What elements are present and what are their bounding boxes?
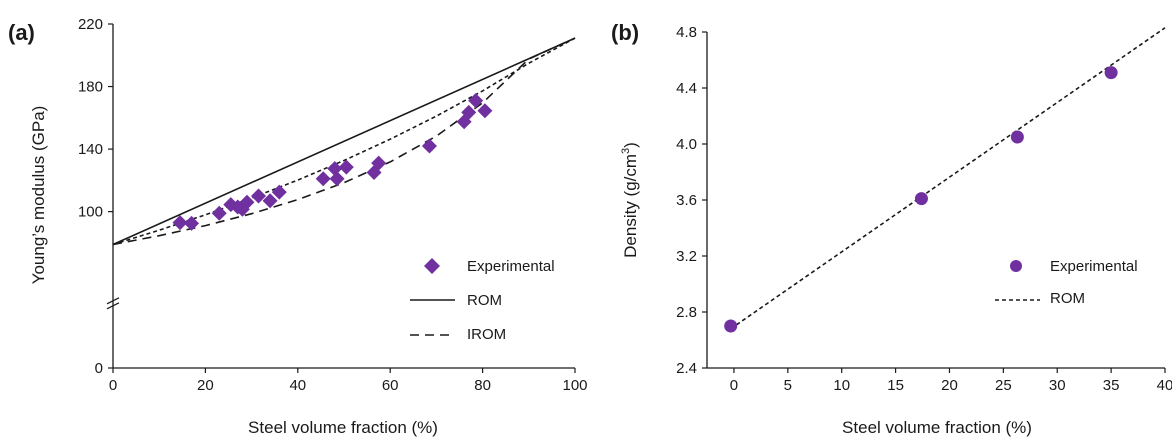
panel-b-y-axis-title-main: Density (g/cm — [621, 154, 640, 258]
panel-b-y-tick-label: 2.8 — [676, 304, 697, 321]
panel-a-experimental-diamond-point — [239, 194, 255, 210]
panel-b-y-axis-title: Density (g/cm3) — [620, 142, 640, 258]
panel-b-x-tick-label: 5 — [784, 377, 792, 394]
panel-a-x-axis-title: Steel volume fraction (%) — [248, 418, 438, 437]
panel-b-y-axis-title-end: ) — [621, 142, 640, 148]
panel-a-experimental-diamond-point — [262, 193, 278, 209]
panel-a-experimental-diamond-point — [211, 205, 227, 221]
panel-a-x-tick-label: 20 — [197, 377, 214, 394]
panel-a-experimental-diamond-point — [421, 138, 437, 154]
panel-b-y-tick-label: 2.4 — [676, 360, 697, 377]
panel-b-label: (b) — [611, 20, 639, 45]
panel-a-experimental-diamond-point — [468, 93, 484, 109]
panel-a-x-tick-label: 100 — [562, 377, 587, 394]
panel-a-experimental-diamond-point — [251, 188, 267, 204]
panel-a-experimental-diamond-point — [271, 184, 287, 200]
panel-b-rom-line-short-dash-series — [730, 27, 1166, 330]
panel-a-x-tick-label: 0 — [109, 377, 117, 394]
panel-b-y-tick-label: 3.2 — [676, 248, 697, 265]
panel-a-y-tick-label: 180 — [78, 79, 103, 96]
panel-b-x-tick-label: 25 — [995, 377, 1012, 394]
legend-experimental-label: Experimental — [467, 258, 555, 275]
panel-b-y-tick-label: 4.4 — [676, 80, 697, 97]
panel-a-y-axis-break-mark — [106, 297, 120, 310]
panel-b-y-tick-label: 3.6 — [676, 192, 697, 209]
panel-a-y-tick-label: 0 — [95, 360, 103, 377]
panel-b-density-chart: (b) 0 5 10 15 20 25 30 35 40 2.4 2.8 3.2 3.6 4.0 4.4 4.… — [611, 20, 1172, 437]
panel-a-y-axis-title: Young’s modulus (GPa) — [29, 106, 48, 285]
panel-a-youngs-modulus-chart: (a) 0 20 40 60 80 100 0 100 140 180 220 Steel volu… — [8, 16, 588, 437]
panel-b-x-tick-label: 40 — [1157, 377, 1172, 394]
panel-b-experimental-circle-point — [1104, 66, 1118, 80]
panel-a-rom-line-solid-series — [112, 37, 576, 246]
panel-a-experimental-diamond-point — [477, 103, 493, 119]
legend-experimental-label: Experimental — [1050, 258, 1138, 275]
panel-a-experimental-diamond-point — [172, 215, 188, 231]
panel-b-plot-area: 0 5 10 15 20 25 30 35 40 2.4 2.8 3.2 3.6 4.0 4.4 4.8 — [676, 24, 1172, 394]
panel-a-x-tick-label: 40 — [289, 377, 306, 394]
legend-rom-label: ROM — [1050, 290, 1085, 307]
panel-b-x-tick-label: 30 — [1049, 377, 1066, 394]
legend-irom-label: IROM — [467, 326, 506, 343]
panel-a-label: (a) — [8, 20, 35, 45]
panel-a-x-tick-label: 80 — [474, 377, 491, 394]
panel-b-y-tick-label: 4.0 — [676, 136, 697, 153]
legend-experimental-circle-marker — [1010, 260, 1022, 272]
legend-experimental-diamond-marker — [424, 258, 440, 274]
panel-a-experimental-diamond-point — [461, 104, 477, 120]
panel-a-legend: Experimental ROM IROM — [410, 258, 555, 343]
panel-b-y-tick-label: 4.8 — [676, 24, 697, 41]
panel-b-experimental-circle-point — [914, 192, 928, 206]
panel-b-x-tick-label: 20 — [941, 377, 958, 394]
panel-a-experimental-diamond-point — [184, 215, 200, 231]
panel-a-y-tick-label: 140 — [78, 141, 103, 158]
panel-b-x-tick-label: 35 — [1103, 377, 1120, 394]
panel-a-plot-area: 0 20 40 60 80 100 0 100 140 180 220 — [78, 16, 588, 394]
panel-b-x-axis-title: Steel volume fraction (%) — [842, 418, 1032, 437]
panel-a-experimental-diamond-point — [371, 155, 387, 171]
panel-a-experimental-diamond-point — [315, 171, 331, 187]
legend-rom-label: ROM — [467, 292, 502, 309]
panel-a-experimental-diamond-point — [338, 159, 354, 175]
panel-a-experimental-diamond-point — [329, 171, 345, 187]
panel-b-x-tick-label: 15 — [887, 377, 904, 394]
panel-b-experimental-circle-point — [724, 319, 738, 333]
panel-b-x-tick-label: 0 — [730, 377, 738, 394]
panel-a-experimental-diamond-point — [327, 161, 343, 177]
panel-b-x-tick-label: 10 — [833, 377, 850, 394]
panel-a-x-tick-label: 60 — [382, 377, 399, 394]
panel-b-legend: Experimental ROM — [995, 258, 1138, 307]
panel-a-y-tick-label: 100 — [78, 204, 103, 221]
panel-a-y-tick-label: 220 — [78, 16, 103, 33]
panel-b-y-axis-title-superscript: 3 — [620, 148, 632, 154]
panel-b-experimental-circle-point — [1010, 130, 1024, 144]
